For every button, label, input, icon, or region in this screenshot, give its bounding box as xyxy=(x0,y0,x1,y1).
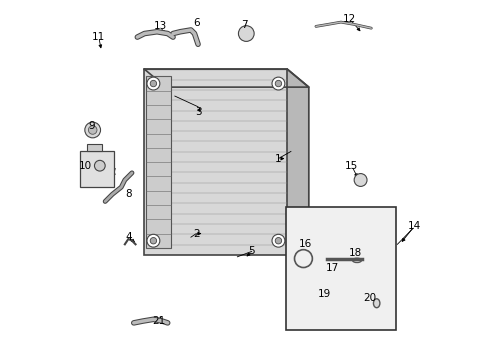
Text: 14: 14 xyxy=(407,221,420,231)
Bar xyxy=(285,207,395,330)
Text: 4: 4 xyxy=(125,232,131,242)
Text: 3: 3 xyxy=(194,107,201,117)
Circle shape xyxy=(271,234,285,247)
Circle shape xyxy=(275,80,281,87)
Text: 12: 12 xyxy=(343,14,356,24)
Text: 21: 21 xyxy=(152,316,165,326)
Circle shape xyxy=(271,77,285,90)
Bar xyxy=(87,144,102,152)
Text: 9: 9 xyxy=(88,121,95,131)
Circle shape xyxy=(150,80,156,87)
Text: 11: 11 xyxy=(92,32,105,42)
Polygon shape xyxy=(144,69,308,87)
Circle shape xyxy=(147,234,160,247)
Circle shape xyxy=(150,238,156,244)
Polygon shape xyxy=(287,69,308,273)
Text: 20: 20 xyxy=(362,293,375,303)
Text: 17: 17 xyxy=(325,262,338,273)
Circle shape xyxy=(275,238,281,244)
Text: 6: 6 xyxy=(193,18,199,28)
Bar xyxy=(80,152,114,187)
Circle shape xyxy=(238,26,254,41)
Text: 19: 19 xyxy=(318,289,331,299)
Text: 16: 16 xyxy=(298,239,311,249)
Circle shape xyxy=(353,174,366,186)
Text: 5: 5 xyxy=(248,247,254,256)
Text: 8: 8 xyxy=(125,189,131,199)
Circle shape xyxy=(147,77,160,90)
Text: 7: 7 xyxy=(241,19,247,30)
Text: 2: 2 xyxy=(193,229,199,239)
Text: 15: 15 xyxy=(345,161,358,171)
Circle shape xyxy=(84,122,101,138)
Bar xyxy=(144,69,287,255)
Text: 13: 13 xyxy=(154,21,167,31)
Bar xyxy=(146,76,171,248)
Circle shape xyxy=(88,126,97,134)
Text: 10: 10 xyxy=(79,161,92,171)
Text: 1: 1 xyxy=(275,154,281,163)
Ellipse shape xyxy=(373,299,379,308)
Circle shape xyxy=(94,160,105,171)
Text: 18: 18 xyxy=(348,248,361,258)
